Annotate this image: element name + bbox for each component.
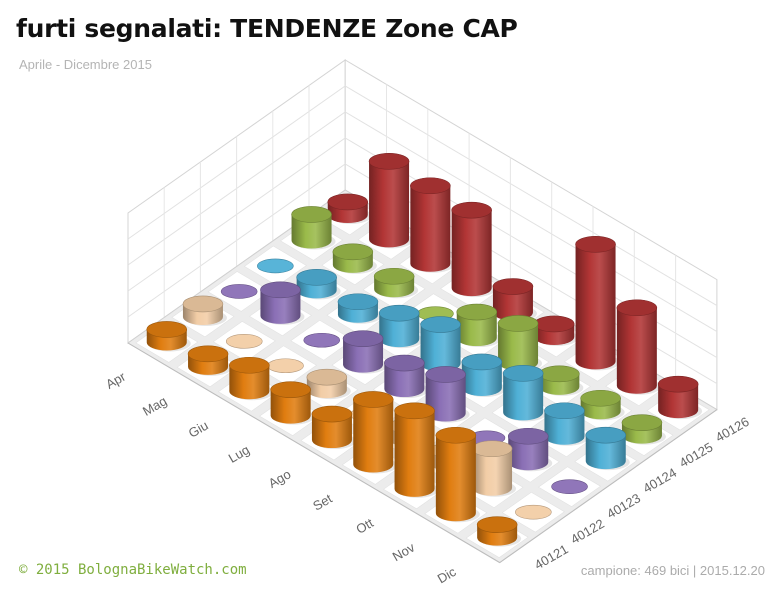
bar-dic-40121 (476, 516, 522, 547)
x-tick-label: Ott (353, 515, 376, 537)
bar-mag-40124 (296, 269, 341, 300)
x-tick-label: Ago (266, 466, 294, 491)
bar-nov-40124 (544, 402, 589, 446)
bar-dic-40125 (621, 414, 666, 445)
bar-ago-40126 (492, 278, 537, 322)
bar-mag-40123 (260, 281, 305, 325)
x-tick-label: Mag (140, 393, 169, 419)
bar-giu-40126 (410, 177, 455, 273)
bar-set-40121 (352, 391, 398, 474)
bar-set-40125 (497, 315, 543, 372)
bar-ott-40121 (394, 402, 439, 498)
bar-lug-40124 (378, 304, 424, 349)
bar-lug-40121 (270, 381, 315, 425)
bar-giu-40124 (337, 293, 382, 324)
y-axis-line (499, 409, 718, 564)
y-tick-label: 40123 (604, 490, 643, 521)
bar-nov-40123 (507, 427, 553, 472)
bar-nov-40126 (616, 299, 661, 395)
bar-dic-40122 (515, 504, 552, 520)
bar-set-40126 (533, 315, 579, 346)
bar-mag-40125 (332, 243, 377, 274)
bar-ago-40125 (456, 303, 501, 348)
bar-lug-40122 (306, 368, 351, 400)
bar-apr-40123 (220, 284, 258, 299)
bar-lug-40123 (342, 330, 388, 374)
bar-apr-40126 (327, 193, 372, 224)
y-tick-label: 40121 (532, 541, 571, 572)
bar-lug-40126 (451, 201, 496, 298)
bar-giu-40122 (267, 358, 304, 374)
x-axis-line (127, 342, 500, 564)
bar-apr-40124 (257, 258, 294, 274)
bar-ott-40126 (575, 236, 620, 371)
chart-subtitle: Aprile - Dicembre 2015 (19, 57, 152, 72)
bar-giu-40123 (303, 332, 341, 348)
bar-nov-40122 (471, 440, 517, 497)
bar-set-40123 (425, 366, 470, 423)
x-tick-label: Dic (435, 564, 459, 587)
bar-apr-40125 (291, 206, 336, 250)
y-tick-label: 40125 (677, 439, 716, 470)
x-tick-label: Apr (103, 368, 129, 391)
bar-mag-40122 (225, 334, 263, 349)
bar-giu-40125 (373, 267, 419, 299)
bar-nov-40121 (435, 426, 480, 523)
bar-mag-40126 (368, 153, 414, 249)
bar-ott-40124 (502, 365, 548, 422)
x-tick-label: Set (310, 491, 335, 514)
sample-info: campione: 469 bici | 2015.12.20 (580, 563, 765, 578)
bar-ago-40124 (420, 316, 465, 373)
chart-title: furti segnalati: TENDENZE Zone CAP (16, 14, 518, 43)
y-tick-label: 40126 (713, 414, 752, 445)
bar-apr-40122 (182, 295, 227, 326)
bar-dic-40126 (657, 375, 703, 420)
bar-ott-40125 (539, 365, 584, 396)
bar-apr-40121 (146, 321, 191, 352)
x-tick-label: Lug (226, 442, 252, 466)
bar-giu-40121 (229, 356, 274, 401)
y-tick-label: 40122 (568, 516, 607, 547)
bar-nov-40125 (580, 389, 625, 421)
x-tick-label: Nov (390, 539, 418, 564)
chart-bars (146, 153, 703, 547)
bar-ago-40121 (311, 405, 356, 450)
bar-mag-40121 (187, 345, 233, 376)
bar-dic-40124 (585, 426, 630, 471)
bar-ago-40123 (384, 354, 429, 399)
bar-dic-40123 (551, 479, 588, 494)
x-tick-label: Giu (186, 418, 211, 441)
bar-set-40124 (461, 353, 506, 397)
y-tick-label: 40124 (640, 465, 679, 496)
copyright-credit: © 2015 BolognaBikeWatch.com (19, 562, 247, 578)
